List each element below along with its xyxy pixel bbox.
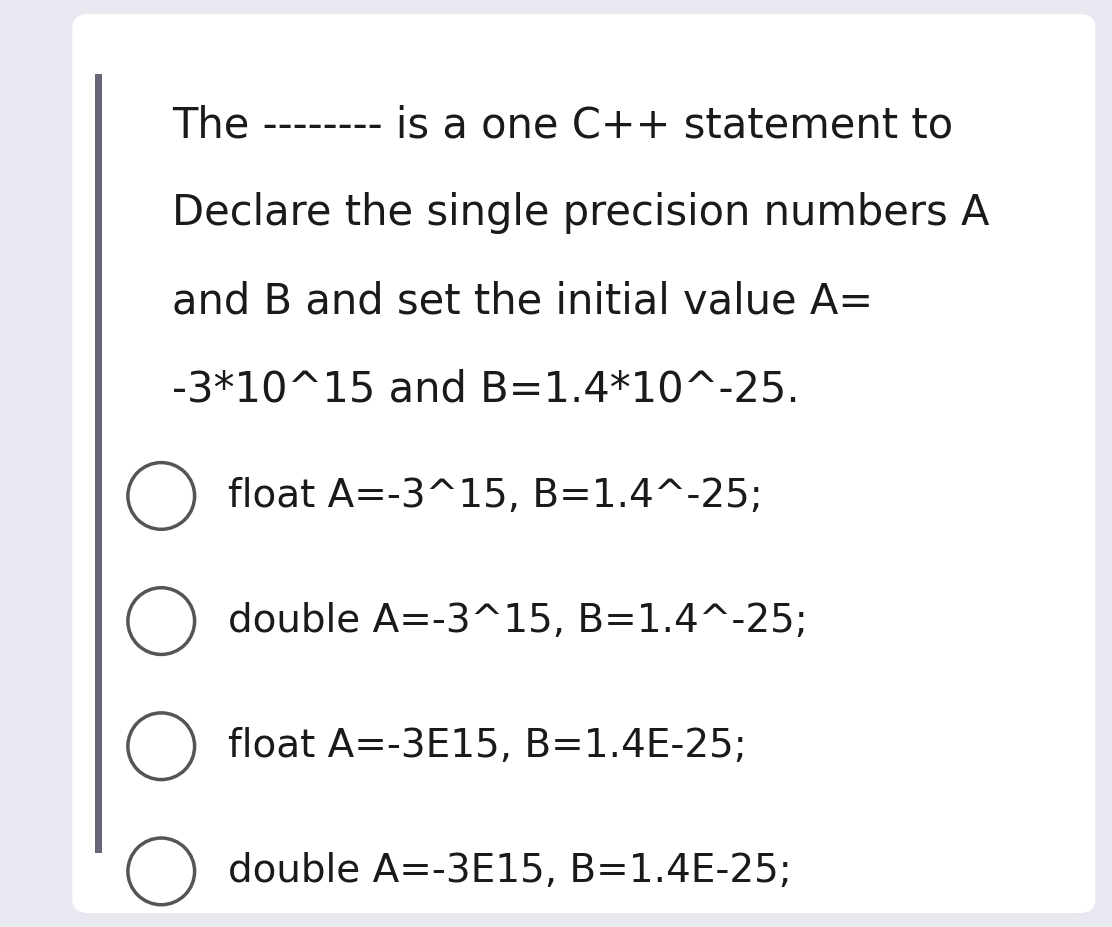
- Text: double A=-3E15, B=1.4E-25;: double A=-3E15, B=1.4E-25;: [228, 853, 792, 890]
- Text: double A=-3^15, B=1.4^-25;: double A=-3^15, B=1.4^-25;: [228, 603, 807, 640]
- Text: Declare the single precision numbers A: Declare the single precision numbers A: [172, 192, 990, 235]
- Text: and B and set the initial value A=: and B and set the initial value A=: [172, 280, 874, 323]
- Text: float A=-3E15, B=1.4E-25;: float A=-3E15, B=1.4E-25;: [228, 728, 747, 765]
- Text: float A=-3^15, B=1.4^-25;: float A=-3^15, B=1.4^-25;: [228, 477, 763, 514]
- FancyBboxPatch shape: [72, 14, 1095, 913]
- Text: The -------- is a one C++ statement to: The -------- is a one C++ statement to: [172, 104, 953, 146]
- Bar: [95, 74, 102, 853]
- Text: -3*10^15 and B=1.4*10^-25.: -3*10^15 and B=1.4*10^-25.: [172, 368, 800, 411]
